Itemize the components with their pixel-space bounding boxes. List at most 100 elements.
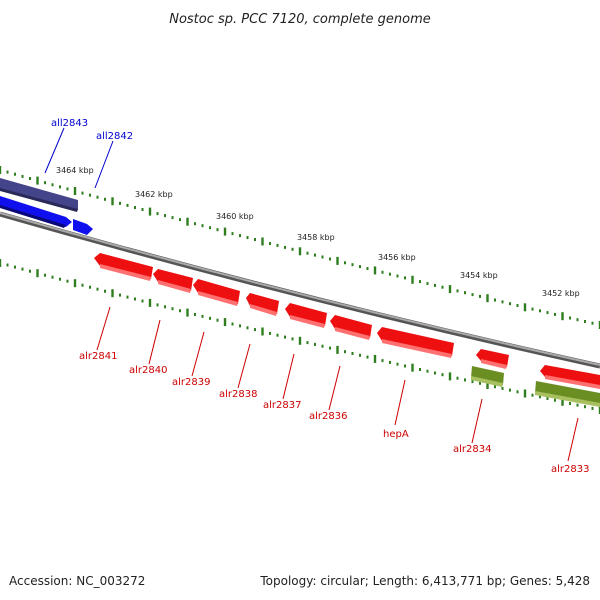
upper-track-major-tick <box>73 187 77 195</box>
upper-track-minor-tick <box>194 222 196 226</box>
lower-track-minor-tick <box>576 403 579 407</box>
gene-alr2834-red[interactable] <box>476 349 509 369</box>
gene-label-alr2840: alr2840 <box>129 365 167 376</box>
upper-track-minor-tick <box>389 272 391 276</box>
upper-track-major-tick <box>223 227 227 236</box>
upper-track-minor-tick <box>464 291 466 295</box>
upper-track-minor-tick <box>569 316 571 320</box>
lower-track-major-tick <box>448 372 452 381</box>
lower-track-major-tick <box>111 289 114 298</box>
lower-track-major-tick <box>73 279 77 288</box>
lower-track-minor-tick <box>6 263 9 267</box>
gene-alr2840[interactable] <box>153 269 193 293</box>
genome-backbone-highlight <box>0 212 600 366</box>
lower-track-minor-tick <box>119 293 121 297</box>
lower-track-minor-tick <box>591 406 594 410</box>
lower-track-minor-tick <box>434 371 436 375</box>
leader-line-hepA <box>394 379 406 426</box>
lower-track-minor-tick <box>14 265 16 269</box>
scale-label-3464: 3464 kbp <box>56 166 94 175</box>
lower-track-major-tick <box>0 259 2 267</box>
upper-track-major-tick <box>36 176 39 185</box>
leader-line-alr2834 <box>471 398 483 444</box>
gene-alr2839[interactable] <box>193 279 240 306</box>
upper-track-minor-tick <box>441 285 444 289</box>
leader-line-alr2837 <box>282 353 295 400</box>
lower-track-minor-tick <box>239 324 241 328</box>
lower-track-minor-tick <box>134 297 136 301</box>
upper-track-minor-tick <box>494 298 496 302</box>
upper-track-major-tick <box>336 256 339 265</box>
upper-track-minor-tick <box>419 280 421 284</box>
gene-all2843[interactable] <box>0 178 78 212</box>
upper-track-minor-tick <box>51 183 54 187</box>
gene-label-alr2833: alr2833 <box>551 464 589 475</box>
accession-text: Accession: NC_003272 <box>9 574 145 588</box>
upper-track-minor-tick <box>404 276 406 280</box>
upper-track-minor-tick <box>284 245 286 249</box>
lower-track-minor-tick <box>96 287 99 291</box>
lower-track-minor-tick <box>509 388 511 392</box>
upper-track-minor-tick <box>321 255 324 259</box>
lower-track-minor-tick <box>291 337 294 341</box>
lower-track-major-tick <box>336 345 339 354</box>
lower-track-minor-tick <box>246 326 249 330</box>
lower-track-minor-tick <box>276 333 279 337</box>
gene-hepA[interactable] <box>377 327 454 358</box>
upper-track-major-tick <box>0 166 2 174</box>
lower-track-minor-tick <box>359 353 361 357</box>
upper-track-minor-tick <box>426 282 429 285</box>
lower-track-minor-tick <box>381 359 384 363</box>
upper-track-major-tick <box>148 207 152 216</box>
gene-alr2841[interactable] <box>94 253 153 281</box>
upper-track-minor-tick <box>44 181 46 185</box>
upper-track-minor-tick <box>471 293 474 297</box>
leader-line-alr2840 <box>148 319 161 365</box>
lower-track-major-tick <box>561 397 564 406</box>
upper-track-minor-tick <box>126 203 129 207</box>
upper-track-major-tick <box>561 312 564 321</box>
lower-track-minor-tick <box>104 289 106 293</box>
lower-track-minor-tick <box>44 273 46 277</box>
topology-text: Topology: circular; Length: 6,413,771 bp… <box>259 574 590 588</box>
upper-track-major-tick <box>486 294 489 303</box>
gene-alr2834[interactable] <box>471 366 504 387</box>
gene-alr2836[interactable] <box>330 315 372 340</box>
gene-label-alr2836: alr2836 <box>309 411 347 422</box>
gene-label-alr2839: alr2839 <box>172 377 210 388</box>
upper-track-major-tick <box>298 247 302 256</box>
gene-alr2838[interactable] <box>246 293 279 316</box>
lower-track-minor-tick <box>216 318 219 322</box>
gene-alr2833-red[interactable] <box>540 365 600 389</box>
upper-track-minor-tick <box>359 265 361 269</box>
lower-track-major-tick <box>598 406 600 414</box>
upper-tick-track <box>0 166 600 329</box>
gene-alr2833[interactable] <box>535 381 600 407</box>
lower-track-minor-tick <box>284 335 286 339</box>
gene-all2842[interactable] <box>73 219 93 235</box>
lower-track-major-tick <box>411 363 414 372</box>
gene-label-alr2841: alr2841 <box>79 351 117 362</box>
lower-track-minor-tick <box>321 344 324 348</box>
lower-track-minor-tick <box>479 381 481 385</box>
leader-line-alr2838 <box>237 343 251 389</box>
lower-track-minor-tick <box>554 398 556 402</box>
upper-track-minor-tick <box>141 208 144 211</box>
lower-track-minor-tick <box>404 364 406 368</box>
scale-label-3452: 3452 kbp <box>542 289 580 298</box>
lower-track-minor-tick <box>306 341 309 345</box>
upper-track-minor-tick <box>314 253 316 257</box>
leader-line-alr2841 <box>96 306 111 351</box>
lower-track-minor-tick <box>314 342 316 346</box>
gene-alr2837[interactable] <box>285 303 327 328</box>
upper-track-minor-tick <box>434 283 436 287</box>
lower-track-minor-tick <box>456 376 459 380</box>
upper-track-minor-tick <box>554 312 556 316</box>
gene-label-all2843: all2843 <box>51 118 88 129</box>
scale-label-3462: 3462 kbp <box>135 190 173 199</box>
lower-track-minor-tick <box>89 285 91 289</box>
lower-track-minor-tick <box>441 373 444 377</box>
leader-line-alr2833 <box>567 417 579 462</box>
gene-all2843-extra[interactable] <box>0 196 72 228</box>
lower-track-minor-tick <box>29 269 31 273</box>
